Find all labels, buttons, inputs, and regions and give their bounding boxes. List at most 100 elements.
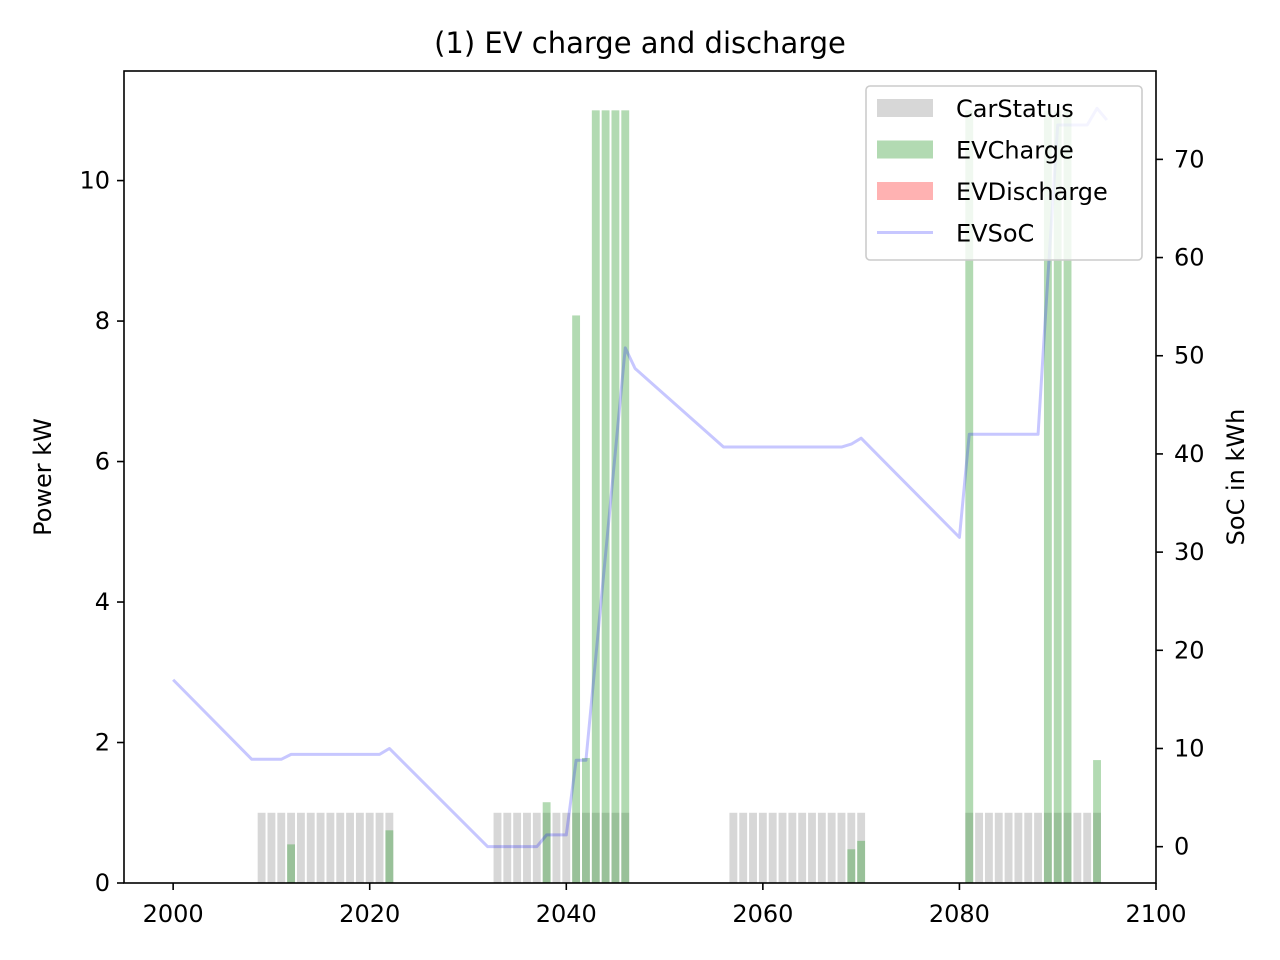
bar-carstatus xyxy=(984,812,993,883)
bar-carstatus xyxy=(975,812,984,883)
legend: CarStatus EVCharge EVDischarge EVSoC xyxy=(865,85,1143,261)
bar-evcharge xyxy=(1043,110,1052,884)
bar-evcharge xyxy=(1063,110,1072,884)
bar-evcharge xyxy=(572,315,581,883)
bar-carstatus xyxy=(817,812,826,883)
x-tick-label: 2020 xyxy=(339,900,400,928)
bar-carstatus xyxy=(611,812,620,883)
bar-carstatus xyxy=(798,812,807,883)
bar-evcharge xyxy=(601,110,610,884)
bar-carstatus xyxy=(326,812,335,883)
y2-tick-label: 70 xyxy=(1174,145,1205,173)
bar-carstatus xyxy=(994,812,1003,883)
legend-swatch xyxy=(877,182,933,200)
line-evsoc xyxy=(172,106,1109,849)
bar-evcharge xyxy=(611,110,620,884)
bar-carstatus xyxy=(847,812,856,883)
bar-carstatus xyxy=(336,812,345,883)
bar-carstatus xyxy=(827,812,836,883)
bar-carstatus xyxy=(837,812,846,883)
bar-carstatus xyxy=(1043,812,1052,883)
bar-evcharge xyxy=(385,830,394,883)
bar-carstatus xyxy=(385,812,394,883)
bar-carstatus xyxy=(729,812,738,883)
bar-carstatus xyxy=(1073,812,1082,883)
y2-tick-label: 60 xyxy=(1174,244,1205,272)
bar-carstatus xyxy=(1004,812,1013,883)
bar-carstatus xyxy=(267,812,276,883)
legend-label: EVDischarge xyxy=(956,178,1108,206)
series-evcharge xyxy=(287,110,1101,884)
chart-title: (1) EV charge and discharge xyxy=(434,26,846,60)
plot-area xyxy=(172,106,1109,884)
y-tick-label: 8 xyxy=(95,307,110,335)
x-tick-label: 2000 xyxy=(143,900,204,928)
y-tick-label: 2 xyxy=(95,729,110,757)
bar-evcharge xyxy=(591,110,600,884)
y-tick-label: 10 xyxy=(79,167,110,195)
y2-tick-label: 20 xyxy=(1174,636,1205,664)
bar-carstatus xyxy=(365,812,374,883)
bar-carstatus xyxy=(523,812,531,883)
bar-carstatus xyxy=(857,812,866,883)
bar-carstatus xyxy=(1053,812,1062,883)
legend-swatch xyxy=(877,140,933,159)
bar-carstatus xyxy=(601,812,610,883)
bar-carstatus xyxy=(346,812,354,883)
bar-carstatus xyxy=(621,812,630,883)
bar-carstatus xyxy=(1093,812,1101,883)
bar-carstatus xyxy=(513,812,522,883)
y-tick-label: 0 xyxy=(95,869,110,897)
bar-carstatus xyxy=(542,812,551,883)
bar-evcharge xyxy=(857,840,866,883)
axes: 2000 2020 2040 2060 2080 2100 0 2 4 6 8 10 0 10 20 30 40… xyxy=(79,70,1205,928)
x-tick-label: 2040 xyxy=(536,900,597,928)
bar-carstatus xyxy=(316,812,325,883)
legend-box xyxy=(865,85,1143,261)
x-tick-label: 2080 xyxy=(929,900,990,928)
bar-carstatus xyxy=(532,812,541,883)
bar-carstatus xyxy=(1083,812,1092,883)
bar-carstatus xyxy=(355,812,364,883)
y2-tick-label: 50 xyxy=(1174,342,1205,370)
bar-evcharge xyxy=(1093,760,1101,883)
bar-carstatus xyxy=(749,812,757,883)
bar-carstatus xyxy=(1034,812,1042,883)
bar-evcharge xyxy=(621,110,630,884)
bar-evcharge xyxy=(582,757,590,883)
x-tick-label: 2100 xyxy=(1125,900,1186,928)
bar-carstatus xyxy=(582,812,590,883)
x-tick-label: 2060 xyxy=(732,900,793,928)
bar-carstatus xyxy=(808,812,816,883)
legend-swatch xyxy=(877,99,933,117)
y-axis-label: Power kW xyxy=(29,418,57,536)
y-tick-label: 6 xyxy=(95,448,110,476)
bar-carstatus xyxy=(778,812,787,883)
bar-carstatus xyxy=(503,812,512,883)
bar-evcharge xyxy=(542,802,551,883)
y2-axis-label: SoC in kWh xyxy=(1222,409,1250,546)
series-carstatus xyxy=(257,812,1101,883)
legend-label: CarStatus xyxy=(956,95,1074,123)
y2-tick-label: 0 xyxy=(1174,833,1189,861)
bar-carstatus xyxy=(1063,812,1072,883)
y2-tick-label: 30 xyxy=(1174,538,1205,566)
bar-carstatus xyxy=(739,812,748,883)
legend-label: EVCharge xyxy=(956,137,1074,165)
bar-carstatus xyxy=(788,812,797,883)
y-tick-label: 4 xyxy=(95,588,110,616)
bar-carstatus xyxy=(287,812,296,883)
bar-evcharge xyxy=(847,849,856,883)
bar-evcharge xyxy=(287,844,296,883)
bar-carstatus xyxy=(1024,812,1033,883)
bar-carstatus xyxy=(296,812,305,883)
bar-carstatus xyxy=(562,812,571,883)
bar-carstatus xyxy=(758,812,767,883)
bar-carstatus xyxy=(257,812,266,883)
legend-label: EVSoC xyxy=(956,220,1034,248)
bar-carstatus xyxy=(1014,812,1023,883)
y2-tick-label: 10 xyxy=(1174,734,1205,762)
bar-carstatus xyxy=(277,812,286,883)
bar-carstatus xyxy=(375,812,384,883)
